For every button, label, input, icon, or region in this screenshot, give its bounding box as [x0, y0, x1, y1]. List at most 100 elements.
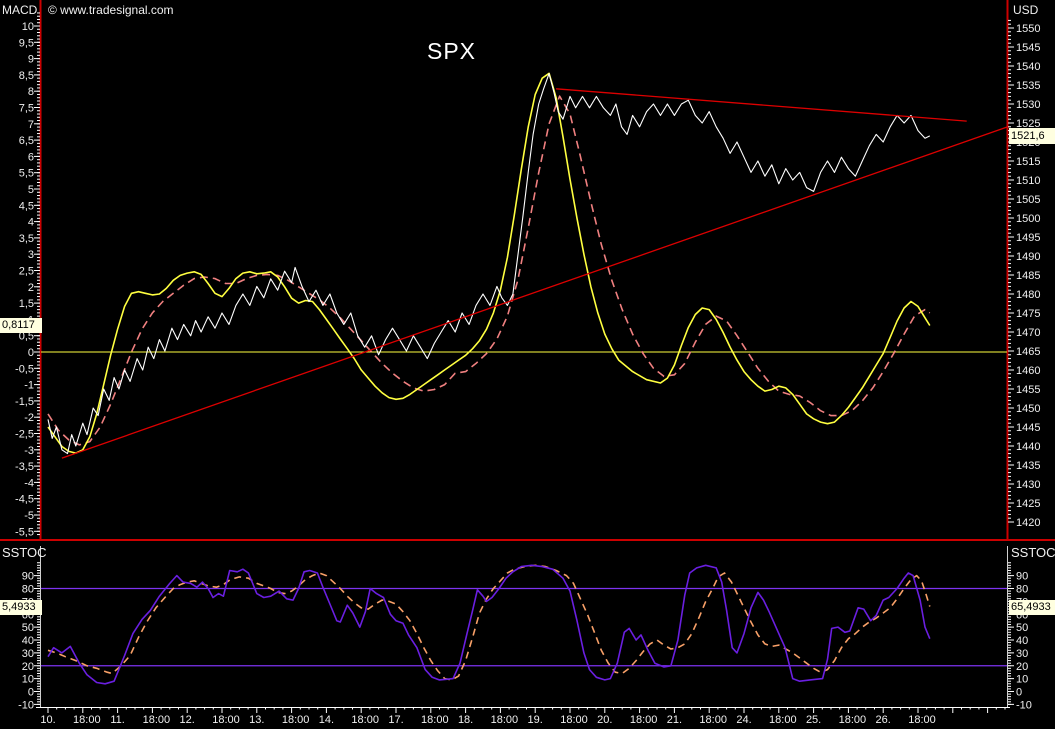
- svg-text:18:00: 18:00: [143, 714, 171, 726]
- svg-text:1495: 1495: [1016, 232, 1040, 244]
- svg-text:1480: 1480: [1016, 289, 1040, 301]
- macd-signal-line: [47, 95, 931, 446]
- svg-text:10: 10: [22, 21, 34, 33]
- svg-text:3: 3: [28, 249, 34, 261]
- svg-text:0,5: 0,5: [19, 331, 34, 343]
- lower-indicator-label-left: SSTOC: [2, 545, 47, 560]
- svg-text:10: 10: [22, 674, 34, 686]
- svg-text:20: 20: [22, 661, 34, 673]
- svg-text:18:00: 18:00: [769, 714, 797, 726]
- stoch-d-line: [47, 564, 931, 681]
- svg-text:18:00: 18:00: [282, 714, 310, 726]
- stoch-k-line: [47, 564, 931, 685]
- svg-text:1470: 1470: [1016, 327, 1040, 339]
- svg-text:13.: 13.: [249, 714, 264, 726]
- svg-text:-1,5: -1,5: [15, 396, 34, 408]
- svg-text:1540: 1540: [1016, 61, 1040, 73]
- svg-text:7: 7: [28, 119, 34, 131]
- svg-text:26.: 26.: [876, 714, 891, 726]
- svg-text:30: 30: [1016, 648, 1028, 660]
- svg-text:18:00: 18:00: [491, 714, 519, 726]
- svg-text:12.: 12.: [180, 714, 195, 726]
- price-current-value-tag: 1521,6: [1009, 128, 1055, 144]
- svg-text:14.: 14.: [319, 714, 334, 726]
- svg-text:8: 8: [28, 86, 34, 98]
- svg-text:-3,5: -3,5: [15, 461, 34, 473]
- svg-text:1530: 1530: [1016, 99, 1040, 111]
- svg-text:7,5: 7,5: [19, 103, 34, 115]
- stoch-current-value-tag-right: 65,4933: [1009, 600, 1055, 615]
- svg-text:1545: 1545: [1016, 42, 1040, 54]
- symbol-label: SPX: [427, 38, 477, 64]
- trendline-resistance: [556, 88, 967, 122]
- panel-borders: [0, 0, 1055, 708]
- svg-text:4: 4: [28, 217, 34, 229]
- svg-text:-10: -10: [1016, 699, 1032, 711]
- svg-text:0: 0: [28, 347, 34, 359]
- svg-text:50: 50: [1016, 622, 1028, 634]
- svg-text:80: 80: [22, 584, 34, 596]
- macd-axis: 109,598,587,576,565,554,543,532,521,510,…: [15, 12, 40, 538]
- svg-text:19.: 19.: [528, 714, 543, 726]
- svg-text:6: 6: [28, 151, 34, 163]
- svg-text:1475: 1475: [1016, 308, 1040, 320]
- main-panel-plot: [41, 72, 1007, 459]
- svg-text:1430: 1430: [1016, 479, 1040, 491]
- svg-text:40: 40: [22, 635, 34, 647]
- svg-text:1525: 1525: [1016, 118, 1040, 130]
- svg-text:17.: 17.: [388, 714, 403, 726]
- left-indicator-label: MACD: [2, 3, 38, 17]
- svg-text:18:00: 18:00: [421, 714, 449, 726]
- svg-text:1550: 1550: [1016, 23, 1040, 35]
- svg-text:0: 0: [28, 687, 34, 699]
- svg-text:5: 5: [28, 184, 34, 196]
- svg-text:2: 2: [28, 282, 34, 294]
- svg-text:10.: 10.: [40, 714, 55, 726]
- svg-text:25.: 25.: [806, 714, 821, 726]
- svg-text:5,5: 5,5: [19, 168, 34, 180]
- svg-text:1485: 1485: [1016, 270, 1040, 282]
- svg-text:40: 40: [1016, 635, 1028, 647]
- svg-text:1445: 1445: [1016, 422, 1040, 434]
- copyright-label: © www.tradesignal.com: [48, 3, 174, 17]
- svg-text:1455: 1455: [1016, 384, 1040, 396]
- spx-price-line: [47, 73, 931, 455]
- lower-indicator-label-right: SSTOC: [1011, 545, 1055, 560]
- svg-text:9,5: 9,5: [19, 37, 34, 49]
- svg-text:18:00: 18:00: [908, 714, 936, 726]
- trendline-support: [61, 126, 1007, 459]
- svg-text:0: 0: [1016, 687, 1022, 699]
- svg-text:1,5: 1,5: [19, 298, 34, 310]
- svg-text:18.: 18.: [458, 714, 473, 726]
- right-axis-unit-label: USD: [1013, 3, 1039, 17]
- svg-text:90: 90: [1016, 571, 1028, 583]
- svg-text:1420: 1420: [1016, 517, 1040, 529]
- svg-text:1535: 1535: [1016, 80, 1040, 92]
- svg-text:8,5: 8,5: [19, 70, 34, 82]
- svg-text:-2,5: -2,5: [15, 429, 34, 441]
- svg-text:-5,5: -5,5: [15, 526, 34, 538]
- svg-text:80: 80: [1016, 584, 1028, 596]
- svg-text:18:00: 18:00: [560, 714, 588, 726]
- svg-text:-4: -4: [24, 477, 34, 489]
- svg-text:18:00: 18:00: [212, 714, 240, 726]
- svg-text:1435: 1435: [1016, 460, 1040, 472]
- stoch-panel-plot: [41, 564, 1007, 685]
- stoch-current-value-tag-left: 5,4933: [0, 600, 42, 615]
- svg-text:1505: 1505: [1016, 194, 1040, 206]
- macd-current-value-tag: 0,8117: [0, 318, 42, 333]
- macd-line: [47, 72, 931, 454]
- svg-text:-0,5: -0,5: [15, 363, 34, 375]
- svg-text:21.: 21.: [667, 714, 682, 726]
- svg-text:90: 90: [22, 571, 34, 583]
- svg-text:1440: 1440: [1016, 441, 1040, 453]
- svg-text:1490: 1490: [1016, 251, 1040, 263]
- svg-text:18:00: 18:00: [351, 714, 379, 726]
- svg-text:30: 30: [22, 648, 34, 660]
- svg-text:6,5: 6,5: [19, 135, 34, 147]
- svg-text:1510: 1510: [1016, 175, 1040, 187]
- stoch-axes: 90908080707060605050404030302020101000-1…: [18, 562, 1032, 711]
- svg-text:18:00: 18:00: [699, 714, 727, 726]
